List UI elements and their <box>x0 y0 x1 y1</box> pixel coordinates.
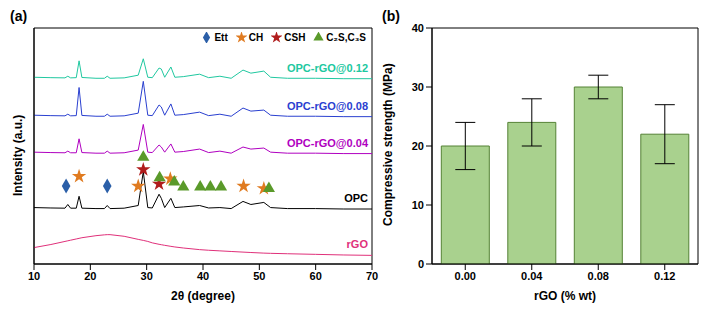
svg-text:OPC-rGO@0.08: OPC-rGO@0.08 <box>287 100 368 112</box>
svg-text:30: 30 <box>141 270 153 282</box>
svg-text:Compressive strength (MPa): Compressive strength (MPa) <box>381 63 395 226</box>
svg-text:10: 10 <box>412 199 424 211</box>
svg-text:20: 20 <box>84 270 96 282</box>
svg-text:50: 50 <box>253 270 265 282</box>
svg-text:OPC-rGO@0.12: OPC-rGO@0.12 <box>287 62 368 74</box>
svg-text:0.08: 0.08 <box>588 270 609 282</box>
svg-text:0.00: 0.00 <box>455 270 476 282</box>
svg-text:10: 10 <box>28 270 40 282</box>
svg-text:OPC: OPC <box>344 192 368 204</box>
svg-text:0: 0 <box>418 258 424 270</box>
html-text:CH: CH <box>248 32 264 43</box>
svg-text:40: 40 <box>197 270 209 282</box>
svg-text:2θ (degree): 2θ (degree) <box>171 289 235 303</box>
html-text:Ett: Ett <box>214 32 228 43</box>
html-text:(b): (b) <box>382 8 400 24</box>
svg-text:40: 40 <box>412 22 424 34</box>
svg-text:70: 70 <box>366 270 378 282</box>
svg-text:OPC-rGO@0.04: OPC-rGO@0.04 <box>287 137 369 149</box>
html-text:C₂S,C₃S: C₂S,C₃S <box>326 32 366 43</box>
svg-text:Intensity (a.u.): Intensity (a.u.) <box>11 115 25 196</box>
svg-text:60: 60 <box>310 270 322 282</box>
svg-text:rGO: rGO <box>347 238 369 250</box>
svg-text:0.04: 0.04 <box>521 270 543 282</box>
html-text:(a): (a) <box>10 8 28 24</box>
svg-text:20: 20 <box>412 140 424 152</box>
svg-text:30: 30 <box>412 81 424 93</box>
html-text:CSH: CSH <box>284 32 306 43</box>
svg-text:rGO (% wt): rGO (% wt) <box>534 289 596 303</box>
svg-text:0.12: 0.12 <box>654 270 675 282</box>
